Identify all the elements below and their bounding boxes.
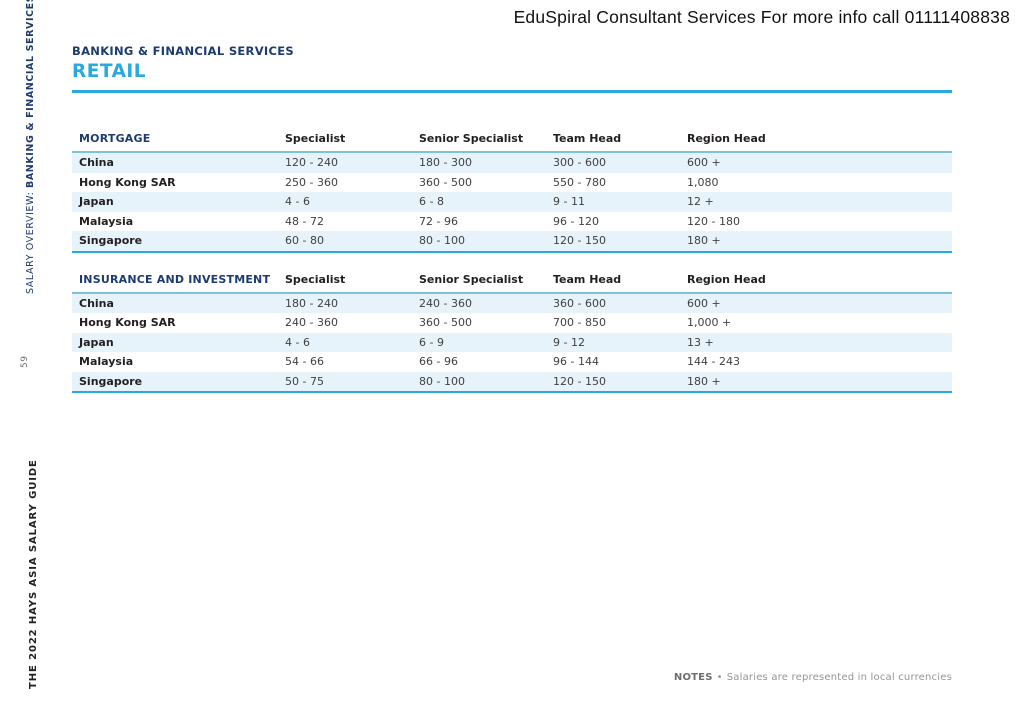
country-cell: Hong Kong SAR (79, 316, 176, 329)
salary-table: INSURANCE AND INVESTMENT Specialist Senior… (72, 269, 952, 393)
salary-value-cell: 54 - 66 (285, 355, 324, 368)
table-row: Japan 4 - 6 6 - 9 9 - 12 13 + (72, 332, 952, 352)
salary-value-cell: 1,000 + (687, 316, 732, 329)
salary-value-cell: 12 + (687, 195, 714, 208)
country-cell: China (79, 296, 114, 310)
salary-value-cell: 144 - 243 (687, 355, 740, 368)
country-cell: Singapore (79, 374, 143, 388)
column-header: Team Head (553, 132, 622, 145)
salary-value-cell: 6 - 8 (419, 195, 444, 208)
country-cell: Hong Kong SAR (79, 175, 176, 189)
salary-value-cell: 550 - 780 (553, 175, 606, 189)
footnote: NOTES • Salaries are represented in local … (72, 672, 952, 683)
salary-value-cell: 13 + (687, 335, 714, 349)
salary-value-cell: 240 - 360 (285, 316, 338, 329)
country-cell: China (79, 156, 114, 169)
sidebar-section-label: SALARY OVERVIEW: BANKING & FINANCIAL SER… (25, 0, 36, 294)
table-title: MORTGAGE (79, 132, 151, 145)
page-number: 59 (20, 355, 30, 368)
salary-value-cell: 50 - 75 (285, 374, 324, 388)
country-cell: Japan (79, 335, 114, 349)
salary-value-cell: 80 - 100 (419, 374, 465, 388)
salary-value-cell: 180 - 300 (419, 156, 472, 169)
column-header: Region Head (687, 272, 766, 286)
table-row: China 120 - 240 180 - 300 300 - 600 600 + (72, 152, 952, 173)
guide-title: THE 2022 HAYS ASIA SALARY GUIDE (28, 459, 39, 689)
salary-value-cell: 6 - 9 (419, 335, 444, 349)
title-rule (72, 90, 952, 93)
salary-value-cell: 96 - 144 (553, 355, 599, 368)
sidebar-overview-category: BANKING & FINANCIAL SERVICES (25, 0, 36, 189)
promo-header: EduSpiral Consultant Services For more i… (513, 7, 1010, 27)
table-row: Hong Kong SAR 250 - 360 360 - 500 550 - 780… (72, 173, 952, 193)
salary-value-cell: 48 - 72 (285, 214, 324, 228)
salary-value-cell: 180 + (687, 374, 721, 388)
salary-value-cell: 240 - 360 (419, 296, 472, 310)
table-row: Singapore 50 - 75 80 - 100 120 - 150 180 + (72, 371, 952, 392)
salary-table: MORTGAGE Specialist Senior Specialist Team … (72, 128, 952, 253)
salary-value-cell: 360 - 500 (419, 316, 472, 329)
table-row: Singapore 60 - 80 80 - 100 120 - 150 180 + (72, 231, 952, 252)
country-cell: Malaysia (79, 355, 134, 368)
section-eyebrow: BANKING & FINANCIAL SERVICES (72, 44, 294, 58)
column-header: Senior Specialist (419, 132, 524, 145)
salary-value-cell: 120 - 180 (687, 214, 740, 228)
table-row: Hong Kong SAR 240 - 360 360 - 500 700 - 850… (72, 313, 952, 333)
salary-value-cell: 250 - 360 (285, 175, 338, 189)
salary-value-cell: 9 - 11 (553, 195, 585, 208)
country-cell: Malaysia (79, 214, 134, 228)
column-header: Team Head (553, 272, 622, 286)
salary-value-cell: 96 - 120 (553, 214, 599, 228)
column-header: Specialist (285, 272, 346, 286)
salary-value-cell: 180 + (687, 234, 721, 247)
salary-value-cell: 1,080 (687, 175, 719, 189)
country-cell: Japan (79, 195, 114, 208)
salary-value-cell: 600 + (687, 156, 721, 169)
salary-value-cell: 360 - 500 (419, 175, 472, 189)
salary-value-cell: 9 - 12 (553, 335, 585, 349)
notes-bullet: • (716, 672, 723, 683)
column-header: Senior Specialist (419, 272, 524, 286)
salary-value-cell: 4 - 6 (285, 195, 310, 208)
salary-value-cell: 60 - 80 (285, 234, 324, 247)
sidebar-overview-prefix: SALARY OVERVIEW: (25, 188, 36, 294)
salary-value-cell: 4 - 6 (285, 335, 310, 349)
salary-value-cell: 80 - 100 (419, 234, 465, 247)
column-header: Region Head (687, 132, 766, 145)
country-cell: Singapore (79, 234, 143, 247)
salary-value-cell: 180 - 240 (285, 296, 338, 310)
page-content: BANKING & FINANCIAL SERVICES RETAIL MORT… (72, 44, 952, 393)
table-header-row: MORTGAGE Specialist Senior Specialist Team … (72, 128, 952, 152)
notes-text: Salaries are represented in local curren… (726, 672, 952, 683)
table-row: Japan 4 - 6 6 - 8 9 - 11 12 + (72, 192, 952, 212)
salary-value-cell: 120 - 150 (553, 234, 606, 247)
page-title: RETAIL (72, 61, 147, 82)
salary-value-cell: 120 - 240 (285, 156, 338, 169)
salary-value-cell: 300 - 600 (553, 156, 606, 169)
table-title: INSURANCE AND INVESTMENT (79, 272, 271, 286)
salary-value-cell: 66 - 96 (419, 355, 458, 368)
salary-tables-container: MORTGAGE Specialist Senior Specialist Team … (72, 128, 952, 393)
table-row: China 180 - 240 240 - 360 360 - 600 600 + (72, 292, 952, 313)
salary-value-cell: 120 - 150 (553, 374, 606, 388)
table-row: Malaysia 48 - 72 72 - 96 96 - 120 120 - 180 (72, 212, 952, 232)
column-header: Specialist (285, 132, 346, 145)
salary-value-cell: 700 - 850 (553, 316, 606, 329)
salary-value-cell: 72 - 96 (419, 214, 458, 228)
salary-value-cell: 600 + (687, 296, 721, 310)
table-row: Malaysia 54 - 66 66 - 96 96 - 144 144 - 243 (72, 352, 952, 372)
notes-label: NOTES (673, 672, 713, 683)
table-header-row: INSURANCE AND INVESTMENT Specialist Senior… (72, 269, 952, 293)
salary-value-cell: 360 - 600 (553, 296, 606, 310)
